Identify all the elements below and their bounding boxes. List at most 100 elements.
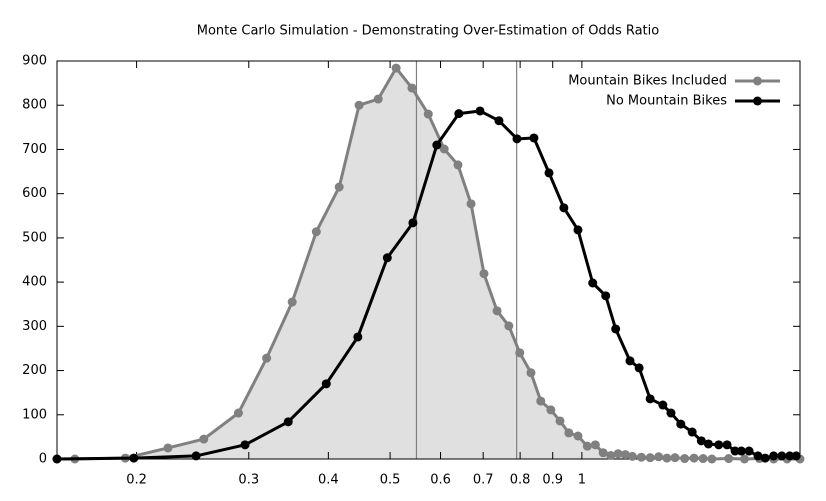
data-point [407,83,417,93]
y-tick-label: 900 [22,54,47,69]
data-point [515,348,525,358]
data-point [423,109,433,119]
data-point [321,379,331,389]
data-point [287,297,297,307]
x-tick-label: 0.4 [318,473,339,488]
data-point [662,453,672,463]
data-point [475,106,485,116]
data-point [311,227,321,237]
data-point [529,133,539,143]
data-point [689,453,699,463]
data-point [730,446,740,456]
data-point [334,182,344,192]
legend-marker [753,76,762,86]
data-point [791,451,801,461]
x-tick-label: 0.7 [473,473,494,488]
data-point [590,440,600,450]
data-point [504,321,514,331]
data-point [354,100,364,110]
data-point [654,452,664,462]
y-tick-label: 500 [22,230,47,245]
data-point [573,225,583,235]
data-point [744,446,754,456]
data-point [785,451,795,461]
data-point [687,427,697,437]
legend-marker [753,96,762,106]
area-fill [57,68,800,459]
data-point [199,434,209,444]
data-point [582,441,592,451]
data-point [680,454,690,464]
data-point [453,160,463,170]
data-point [666,408,676,418]
data-point [373,94,383,104]
data-point [724,454,734,464]
data-point [240,440,250,450]
data-point [559,203,569,213]
data-point [598,448,608,458]
y-tick-label: 800 [22,98,47,113]
x-tick-label: 0.5 [380,473,401,488]
data-point [606,450,616,460]
data-point [613,449,623,459]
data-point [526,368,536,378]
y-tick-label: 700 [22,142,47,157]
data-point [698,454,708,464]
x-tick-label: 0.3 [238,473,259,488]
data-point [52,454,62,464]
data-point [777,451,787,461]
data-point [611,324,621,334]
data-point [620,450,630,460]
data-point [494,116,504,126]
y-tick-label: 400 [22,275,47,290]
data-point [233,408,243,418]
data-point [760,453,770,463]
data-point [382,253,392,263]
data-point [492,306,502,316]
data-point [707,454,717,464]
data-point [544,168,554,178]
data-point [191,451,201,461]
data-point [283,417,293,427]
data-point [555,416,565,426]
data-point [536,396,546,406]
data-point [722,440,732,450]
data-point [703,439,713,449]
x-tick-label: 1 [578,473,586,488]
data-point [753,451,763,461]
chart-title: Monte Carlo Simulation - Demonstrating O… [197,24,660,39]
data-point [564,428,574,438]
y-tick-label: 200 [22,363,47,378]
x-tick-label: 0.2 [126,473,147,488]
data-point [696,436,706,446]
data-point [736,446,746,456]
data-point [645,394,655,404]
data-point [391,63,401,73]
data-point [353,332,363,342]
data-point [625,356,635,366]
data-point [408,218,418,228]
data-point [634,363,644,373]
data-point [432,140,442,150]
data-point [769,451,779,461]
data-point [739,454,749,464]
y-tick-label: 100 [22,407,47,422]
data-point [714,440,724,450]
data-point [262,353,272,363]
data-point [601,291,611,301]
data-point [512,134,522,144]
data-point [163,443,173,453]
data-point [645,453,655,463]
data-point [588,278,598,288]
data-point [454,109,464,119]
data-point [466,199,476,209]
data-point [676,419,686,429]
x-tick-label: 0.9 [542,473,563,488]
data-point [546,405,556,415]
x-tick-label: 0.6 [430,473,451,488]
legend-label: No Mountain Bikes [606,94,727,109]
x-tick-label: 0.8 [510,473,531,488]
y-tick-label: 0 [39,452,47,467]
